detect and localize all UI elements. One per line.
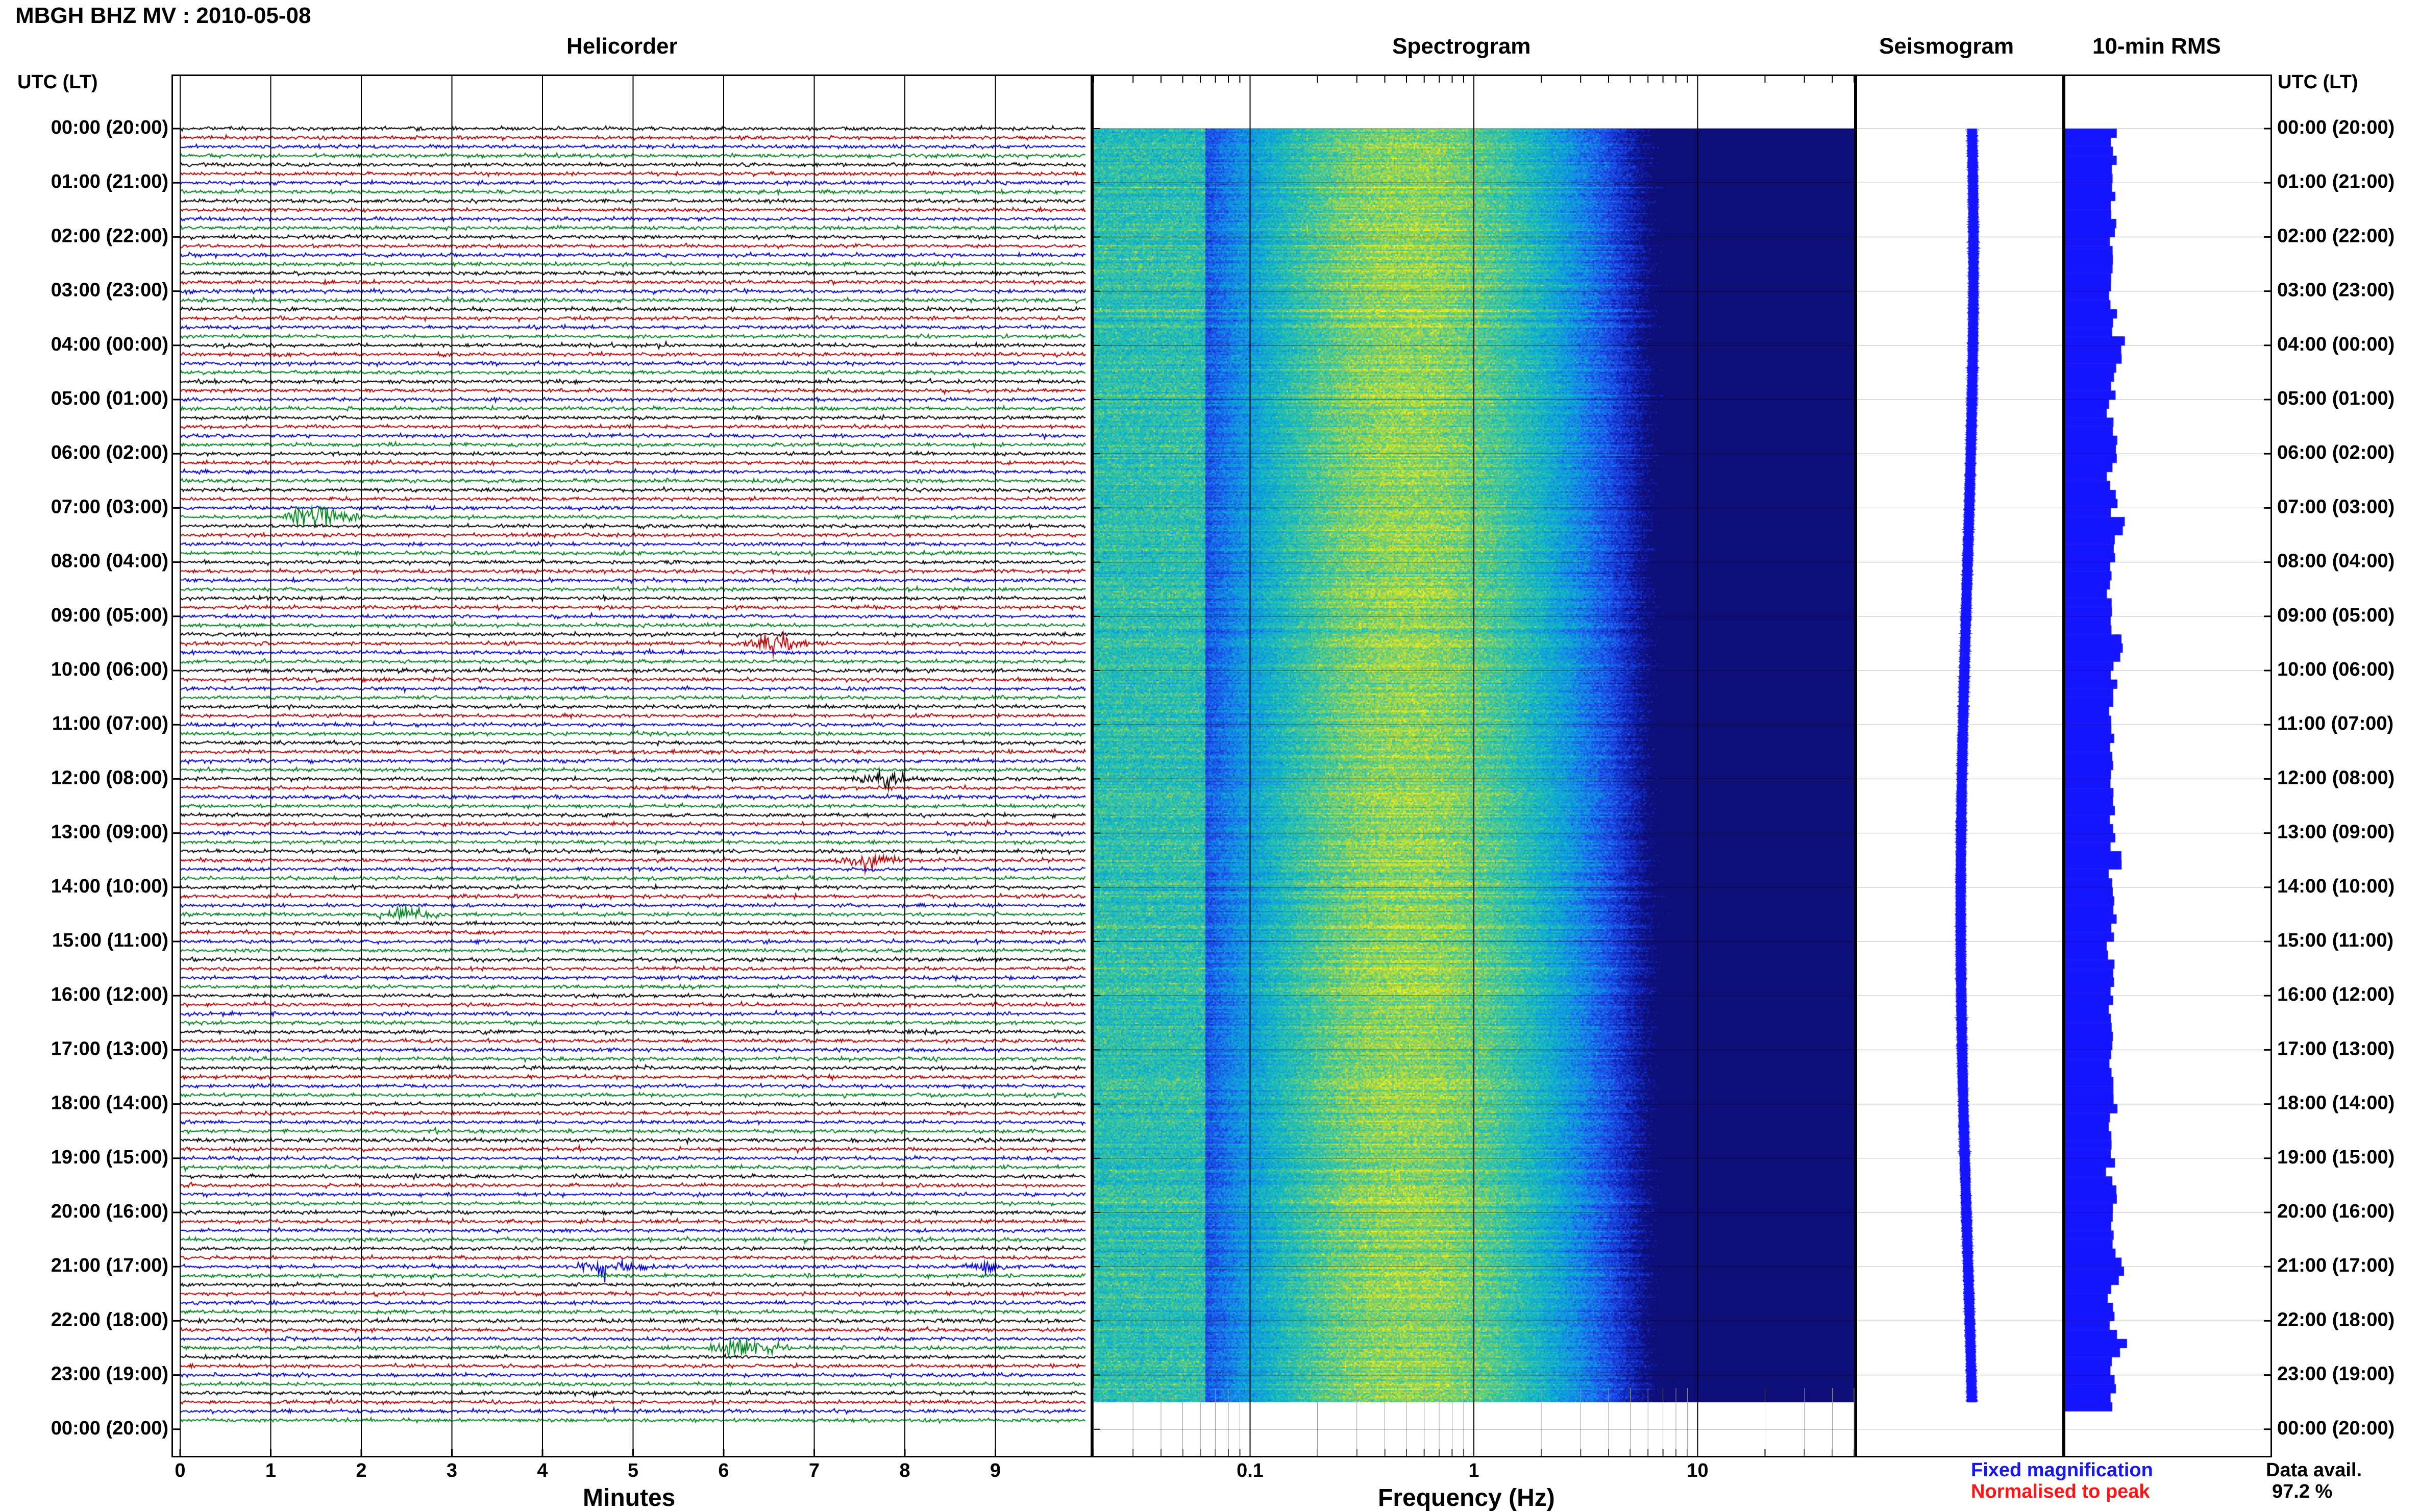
time-tick-label-right: 07:00 (03:00) (2277, 496, 2395, 517)
page-title: MBGH BHZ MV : 2010-05-08 (15, 3, 311, 28)
helicorder-xlabel: Minutes (583, 1484, 676, 1511)
time-tick-label-right: 00:00 (20:00) (2277, 117, 2395, 138)
time-tick-label-right: 00:00 (20:00) (2277, 1418, 2395, 1439)
time-tick-label-left: 15:00 (11:00) (52, 930, 168, 951)
time-tick-label-left: 07:00 (03:00) (51, 496, 168, 517)
helicorder-frame (171, 75, 1092, 1457)
utc-label-right: UTC (LT) (2278, 71, 2358, 93)
helicorder-x-tick-label: 6 (718, 1460, 729, 1481)
helicorder-x-tick-label: 7 (809, 1460, 820, 1481)
time-tick-label-right: 01:00 (21:00) (2277, 171, 2395, 192)
time-tick-label-right: 04:00 (00:00) (2277, 334, 2395, 355)
time-tick-label-right: 02:00 (22:00) (2277, 225, 2395, 246)
time-tick-label-left: 20:00 (16:00) (51, 1201, 168, 1222)
time-tick-label-left: 16:00 (12:00) (51, 984, 168, 1005)
helicorder-x-tick-label: 8 (899, 1460, 910, 1481)
time-tick-label-left: 00:00 (20:00) (51, 1418, 168, 1439)
time-tick-label-right: 15:00 (11:00) (2277, 930, 2393, 951)
spectrogram-xlabel: Frequency (Hz) (1378, 1484, 1555, 1511)
time-tick-label-left: 23:00 (19:00) (51, 1364, 168, 1385)
time-tick-label-right: 17:00 (13:00) (2277, 1038, 2395, 1059)
legend-normalised: Normalised to peak (1971, 1481, 2150, 1502)
utc-label-left: UTC (LT) (17, 71, 98, 93)
spectrogram-title: Spectrogram (1392, 34, 1531, 59)
time-tick-label-left: 18:00 (14:00) (51, 1093, 168, 1114)
seismogram-plot (1857, 76, 2062, 1456)
spectrogram-x-tick-label: 0.1 (1237, 1460, 1264, 1481)
time-tick-label-left: 11:00 (07:00) (52, 713, 168, 734)
time-tick-label-left: 05:00 (01:00) (51, 388, 168, 409)
seismogram-title: Seismogram (1879, 34, 2014, 59)
time-tick-label-right: 18:00 (14:00) (2277, 1093, 2395, 1114)
rms-frame (2064, 75, 2272, 1457)
time-tick-label-left: 08:00 (04:00) (51, 551, 168, 572)
spectrogram-x-tick-label: 1 (1468, 1460, 1479, 1481)
time-tick-label-left: 03:00 (23:00) (51, 280, 168, 301)
helicorder-x-tick-label: 0 (175, 1460, 185, 1481)
time-tick-label-left: 10:00 (06:00) (51, 659, 168, 680)
availability-value: 97.2 % (2272, 1481, 2333, 1502)
helicorder-x-tick-label: 2 (356, 1460, 366, 1481)
time-tick-label-right: 06:00 (02:00) (2277, 442, 2395, 463)
time-tick-label-right: 21:00 (17:00) (2277, 1255, 2395, 1276)
time-tick-label-right: 19:00 (15:00) (2277, 1147, 2395, 1168)
time-tick-label-left: 19:00 (15:00) (51, 1147, 168, 1168)
spectrogram-frame (1092, 75, 1856, 1457)
time-tick-label-right: 03:00 (23:00) (2277, 280, 2395, 301)
helicorder-x-tick-label: 5 (628, 1460, 638, 1481)
time-tick-label-right: 11:00 (07:00) (2277, 713, 2393, 734)
helicorder-x-tick-label: 9 (990, 1460, 1001, 1481)
availability-label: Data avail. (2266, 1459, 2362, 1481)
time-tick-label-left: 09:00 (05:00) (51, 605, 168, 626)
seismogram-frame (1856, 75, 2064, 1457)
time-tick-label-left: 04:00 (00:00) (51, 334, 168, 355)
helicorder-x-tick-label: 3 (447, 1460, 457, 1481)
time-tick-label-right: 13:00 (09:00) (2277, 822, 2395, 843)
rms-plot (2065, 76, 2270, 1456)
time-tick-label-left: 01:00 (21:00) (51, 171, 168, 192)
time-tick-label-right: 10:00 (06:00) (2277, 659, 2395, 680)
time-tick-label-left: 22:00 (18:00) (51, 1309, 168, 1330)
time-tick-label-left: 00:00 (20:00) (51, 117, 168, 138)
rms-title: 10-min RMS (2092, 34, 2221, 59)
time-tick-label-left: 06:00 (02:00) (51, 442, 168, 463)
helicorder-title: Helicorder (566, 34, 678, 59)
spectrogram-x-tick-label: 10 (1687, 1460, 1708, 1481)
time-tick-label-right: 22:00 (18:00) (2277, 1309, 2395, 1330)
time-tick-label-left: 17:00 (13:00) (51, 1038, 168, 1059)
time-tick-label-right: 23:00 (19:00) (2277, 1364, 2395, 1385)
time-tick-label-right: 12:00 (08:00) (2277, 767, 2395, 788)
time-tick-label-left: 14:00 (10:00) (51, 876, 168, 897)
time-tick-label-left: 21:00 (17:00) (51, 1255, 168, 1276)
time-tick-label-left: 13:00 (09:00) (51, 822, 168, 843)
time-tick-label-right: 08:00 (04:00) (2277, 551, 2395, 572)
helicorder-x-tick-label: 1 (265, 1460, 276, 1481)
helicorder-x-tick-label: 4 (537, 1460, 548, 1481)
time-tick-label-right: 16:00 (12:00) (2277, 984, 2395, 1005)
helicorder-plot (173, 76, 1091, 1456)
time-tick-label-right: 09:00 (05:00) (2277, 605, 2395, 626)
time-tick-label-right: 05:00 (01:00) (2277, 388, 2395, 409)
legend-fixed: Fixed magnification (1971, 1459, 2153, 1481)
time-tick-label-left: 12:00 (08:00) (51, 767, 168, 788)
time-tick-label-left: 02:00 (22:00) (51, 225, 168, 246)
time-tick-label-right: 20:00 (16:00) (2277, 1201, 2395, 1222)
time-tick-label-right: 14:00 (10:00) (2277, 876, 2395, 897)
